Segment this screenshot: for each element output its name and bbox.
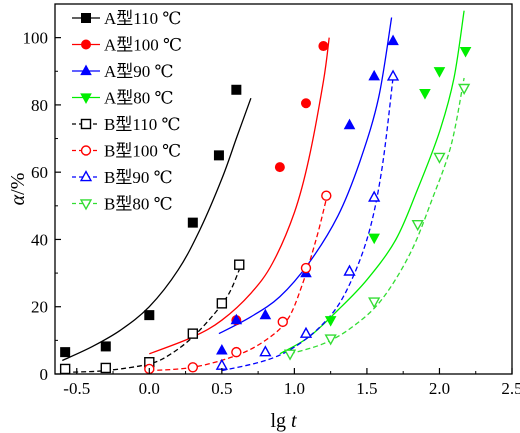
fit-line-7 — [289, 77, 465, 355]
x-tick-label: 2.0 — [429, 379, 450, 398]
data-point — [277, 316, 288, 328]
fit-line-5 — [149, 198, 327, 372]
data-point — [324, 334, 337, 346]
data-point — [368, 69, 380, 81]
legend-item: B型90 ℃ — [72, 168, 173, 187]
legend-item: A型110 ℃ — [72, 9, 181, 28]
y-tick-label: 40 — [31, 230, 48, 249]
legend-item: A型100 ℃ — [72, 36, 182, 55]
data-point — [81, 13, 91, 23]
data-point — [411, 220, 424, 232]
fit-line-1 — [149, 37, 330, 355]
legend-label: A型80 ℃ — [104, 89, 174, 108]
legend-item: B型80 ℃ — [72, 195, 173, 214]
data-point — [79, 199, 93, 211]
data-point — [80, 118, 92, 130]
data-point — [343, 264, 356, 276]
data-point — [459, 46, 472, 58]
fit-line-0 — [62, 97, 252, 362]
x-axis-title-main: lg — [270, 410, 291, 432]
axis-ticks: -0.5 0.0 0.5 1.0 1.5 2.0 2.5 0 20 40 60 80 100 — [23, 29, 520, 398]
fit-line-6 — [221, 77, 394, 372]
y-tick-label: 100 — [23, 29, 49, 48]
data-point — [100, 362, 111, 374]
data-point — [368, 190, 381, 202]
data-point — [213, 150, 224, 161]
data-point — [259, 308, 272, 320]
x-axis-title-var: t — [291, 410, 297, 432]
data-point — [187, 217, 198, 228]
data-point — [368, 233, 380, 245]
legend-item: A型80 ℃ — [72, 89, 174, 108]
data-point — [231, 346, 242, 358]
legend-label: B型80 ℃ — [104, 195, 173, 214]
data-point — [386, 69, 400, 81]
legend-label: B型90 ℃ — [104, 168, 173, 187]
legend-item: A型90 ℃ — [72, 62, 174, 81]
data-point — [283, 349, 297, 361]
data-point — [80, 145, 92, 156]
y-axis-title: α/% — [7, 173, 29, 206]
data-point — [433, 67, 446, 78]
data-point — [259, 345, 272, 357]
y-tick-label: 20 — [31, 298, 48, 317]
legend-item: B型100 ℃ — [72, 142, 181, 161]
x-tick-label: 2.5 — [501, 379, 520, 398]
data-point — [215, 358, 228, 370]
data-point — [300, 98, 311, 109]
data-point — [231, 84, 242, 95]
fit-line-4 — [65, 269, 240, 373]
legend-item: B型110 ℃ — [72, 115, 180, 134]
data-point — [324, 316, 337, 327]
y-tick-label: 60 — [31, 163, 48, 182]
data-point — [81, 39, 91, 50]
fit-line-2 — [218, 17, 393, 335]
data-point — [274, 162, 285, 173]
legend-label: A型110 ℃ — [104, 9, 181, 28]
data-point — [299, 326, 313, 338]
data-point — [419, 89, 431, 100]
data-point — [368, 297, 381, 309]
data-point — [80, 64, 92, 76]
x-tick-label: 0.5 — [211, 379, 232, 398]
data-point — [80, 93, 92, 104]
data-point — [187, 362, 199, 373]
x-tick-label: -0.5 — [63, 379, 90, 398]
data-point — [216, 344, 228, 355]
data-point — [318, 41, 329, 52]
data-point — [187, 328, 199, 339]
data-point — [457, 83, 471, 95]
data-point — [216, 298, 228, 309]
legend-label: B型100 ℃ — [104, 142, 181, 161]
data-point — [230, 313, 243, 325]
data-point — [59, 363, 71, 375]
data-point — [234, 259, 245, 270]
data-point — [100, 341, 111, 352]
legend-label: A型100 ℃ — [104, 36, 182, 55]
data-point — [60, 347, 71, 358]
data-point — [433, 152, 446, 164]
x-tick-label: 1.0 — [284, 379, 305, 398]
legend: A型110 ℃ A型100 ℃ A型90 ℃ A型80 ℃ B型110 ℃ B型100 ℃… — [72, 9, 182, 214]
y-axis-title-unit: /% — [7, 173, 29, 195]
legend-label: A型90 ℃ — [104, 62, 174, 81]
data-point — [343, 118, 356, 130]
x-tick-label: 1.5 — [356, 379, 377, 398]
data-markers — [59, 34, 472, 375]
x-axis-title: lg t — [270, 410, 297, 432]
legend-label: B型110 ℃ — [104, 115, 180, 134]
data-point — [321, 190, 332, 201]
x-tick-label: 0.0 — [139, 379, 160, 398]
plot-frame — [54, 3, 513, 375]
data-point — [387, 34, 399, 46]
y-tick-label: 80 — [31, 96, 48, 115]
data-point — [300, 262, 312, 274]
y-axis-title-var: α — [7, 194, 29, 205]
data-point — [79, 170, 93, 182]
data-point — [144, 310, 155, 321]
y-tick-label: 0 — [40, 365, 49, 384]
